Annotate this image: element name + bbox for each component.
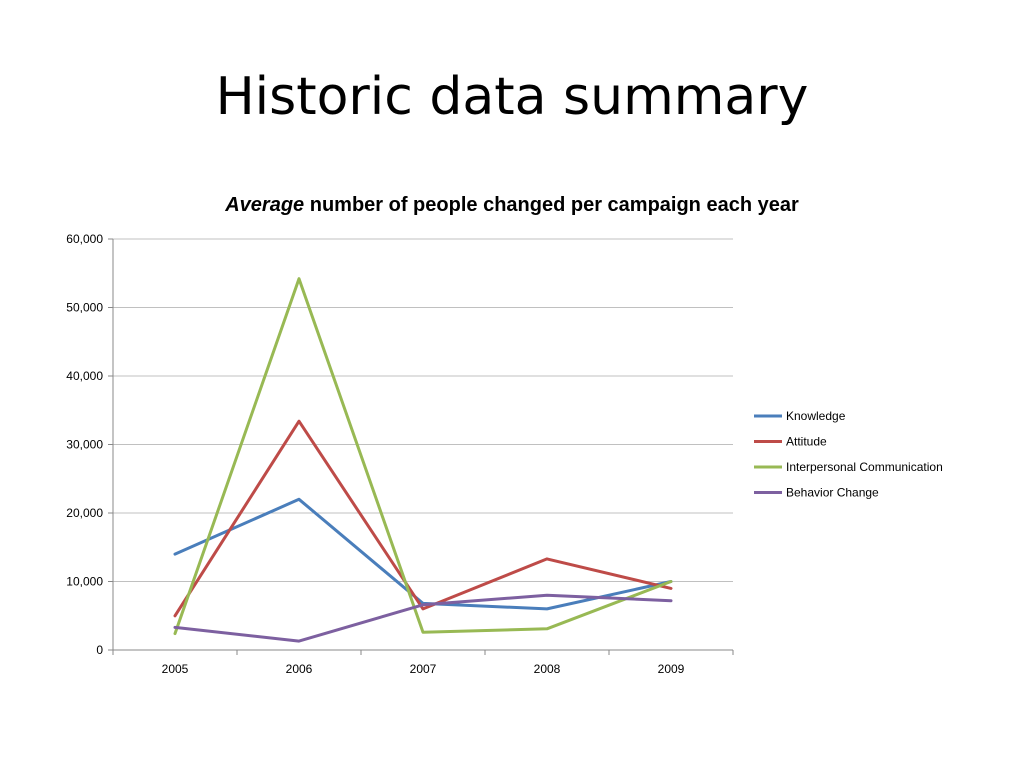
legend-label: Attitude: [786, 435, 827, 449]
legend-label: Knowledge: [786, 409, 846, 423]
series-line-interpersonal-communication: [173, 277, 673, 636]
x-tick-label: 2009: [658, 662, 685, 676]
x-tick-label: 2005: [162, 662, 189, 676]
axes: 0 10,000 20,000 30,000 40,000 50,000 60,000 200…: [66, 232, 734, 676]
series-line-behavior-change: [173, 593, 673, 643]
chart-title-emphasis: Average: [225, 194, 305, 216]
gridlines: [113, 238, 733, 582]
series-lines: [173, 277, 673, 643]
series-line-attitude: [173, 419, 673, 618]
legend: Knowledge Attitude Interpersonal Communica…: [754, 409, 943, 500]
slide-title: Historic data summary: [215, 67, 809, 127]
legend-label: Behavior Change: [786, 486, 879, 500]
chart-title-rest: number of people changed per campaign ea…: [304, 194, 799, 216]
series-line-knowledge: [173, 497, 673, 611]
x-tick-label: 2006: [286, 662, 313, 676]
chart-title: Average number of people changed per cam…: [0, 194, 1024, 217]
y-tick-label: 0: [96, 643, 103, 657]
y-tick-label: 60,000: [66, 232, 103, 246]
legend-label: Interpersonal Communication: [786, 460, 943, 474]
y-tick-label: 50,000: [66, 301, 103, 315]
y-tick-label: 30,000: [66, 438, 103, 452]
x-tick-label: 2008: [534, 662, 561, 676]
y-tick-label: 40,000: [66, 369, 103, 383]
x-tick-label: 2007: [410, 662, 437, 676]
y-tick-label: 10,000: [66, 575, 103, 589]
y-tick-label: 20,000: [66, 506, 103, 520]
